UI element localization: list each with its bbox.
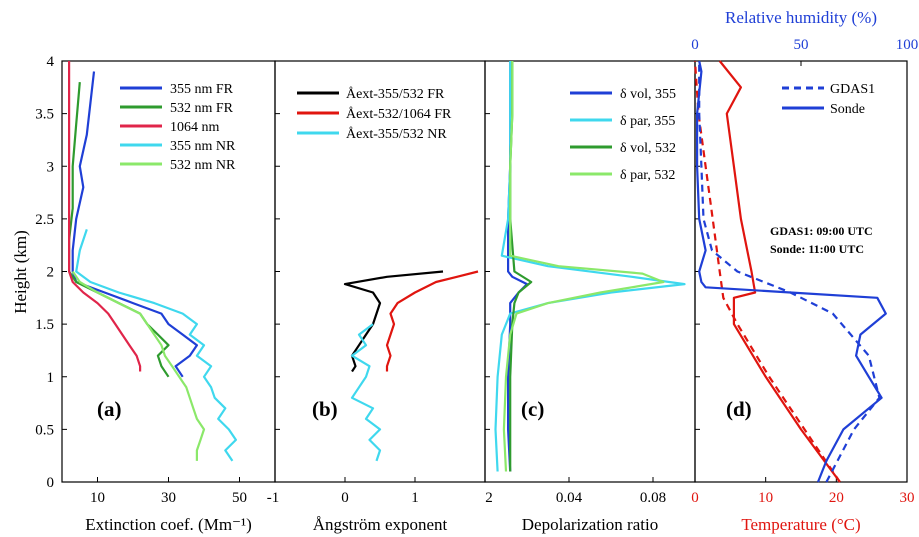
series-line-a-4 <box>75 229 237 462</box>
top-tick-label: 0 <box>691 37 699 53</box>
x-axis-label: Temperature (°C) <box>741 515 860 534</box>
panel-label: (a) <box>97 397 122 421</box>
x-tick-label: 20 <box>829 490 844 506</box>
legend-label: 532 nm FR <box>170 101 234 116</box>
panel-label: (b) <box>312 397 338 421</box>
panel-frame-1 <box>61 60 276 483</box>
series-line-d-4 <box>695 60 887 483</box>
x-tick-label: 50 <box>232 490 247 506</box>
y-tick-label: 3.5 <box>35 107 54 123</box>
series-line-a-1 <box>71 71 198 378</box>
panel-label: (c) <box>521 397 544 421</box>
x-tick-label: 0 <box>691 490 699 506</box>
x-axis-label: Extinction coef. (Mm⁻¹) <box>85 515 252 534</box>
y-tick-label: 2 <box>47 265 55 281</box>
plot-layer: 10 30 50 -1 0 1 2 0.04 0.08 0 10 20 30 0 0.5 1 1.5 2 2.5 3 3… <box>11 8 918 534</box>
x-tick-label: 10 <box>90 490 105 506</box>
legend-label: Åext-355/532 FR <box>346 86 445 102</box>
series-line-d-2 <box>718 60 841 483</box>
legend-label: Sonde <box>830 102 865 117</box>
top-tick-label: 100 <box>896 37 919 53</box>
y-tick-label: 0 <box>47 475 55 491</box>
legend-label: δ par, 355 <box>620 114 675 129</box>
x-tick-label: 0.08 <box>640 490 666 506</box>
legend-label: Åext-355/532 NR <box>346 126 447 142</box>
x-axis-label: Ångström exponent <box>313 515 448 534</box>
y-tick-label: 4 <box>47 54 55 70</box>
series-line-b-2 <box>385 270 479 372</box>
x-tick-label: 1 <box>411 490 419 506</box>
x-tick-label: 0 <box>341 490 349 506</box>
legend-label: δ vol, 355 <box>620 87 676 102</box>
legend-label: 355 nm FR <box>170 82 234 97</box>
legend-label: GDAS1 <box>830 82 875 97</box>
legend-label: Åext-532/1064 FR <box>346 106 452 122</box>
top-axis-label: Relative humidity (%) <box>725 8 877 27</box>
legend-label: δ vol, 532 <box>620 141 676 156</box>
series-line-b-1 <box>343 270 444 373</box>
x-tick-label: 30 <box>161 490 176 506</box>
x-tick-label: 2 <box>485 490 493 506</box>
panel-frame-2 <box>274 60 486 483</box>
y-tick-label: 2.5 <box>35 212 54 228</box>
y-axis-label: Height (km) <box>11 230 30 314</box>
panel-label: (d) <box>726 397 752 421</box>
y-tick-label: 0.5 <box>35 422 54 438</box>
series-line-a-3 <box>67 61 142 372</box>
legend-label: 532 nm NR <box>170 158 236 173</box>
legend-label: 355 nm NR <box>170 139 236 154</box>
series-line-a-5 <box>71 270 206 461</box>
x-tick-label: 30 <box>900 490 915 506</box>
x-axis-label: Depolarization ratio <box>522 515 658 534</box>
series-line-c-4 <box>502 61 665 472</box>
legend-label: δ par, 532 <box>620 168 675 183</box>
y-tick-label: 1 <box>47 370 55 386</box>
series-line-b-3 <box>350 323 382 462</box>
x-tick-label: -1 <box>267 490 280 506</box>
annotation-text: Sonde: 11:00 UTC <box>770 242 864 256</box>
top-tick-label: 50 <box>794 37 809 53</box>
x-tick-label: 0.04 <box>556 490 583 506</box>
annotation-text: GDAS1: 09:00 UTC <box>770 224 873 238</box>
series-line-d-1 <box>693 60 841 483</box>
x-tick-label: 10 <box>758 490 773 506</box>
y-tick-label: 1.5 <box>35 317 54 333</box>
legend-label: 1064 nm <box>170 120 220 135</box>
y-tick-label: 3 <box>47 159 55 175</box>
